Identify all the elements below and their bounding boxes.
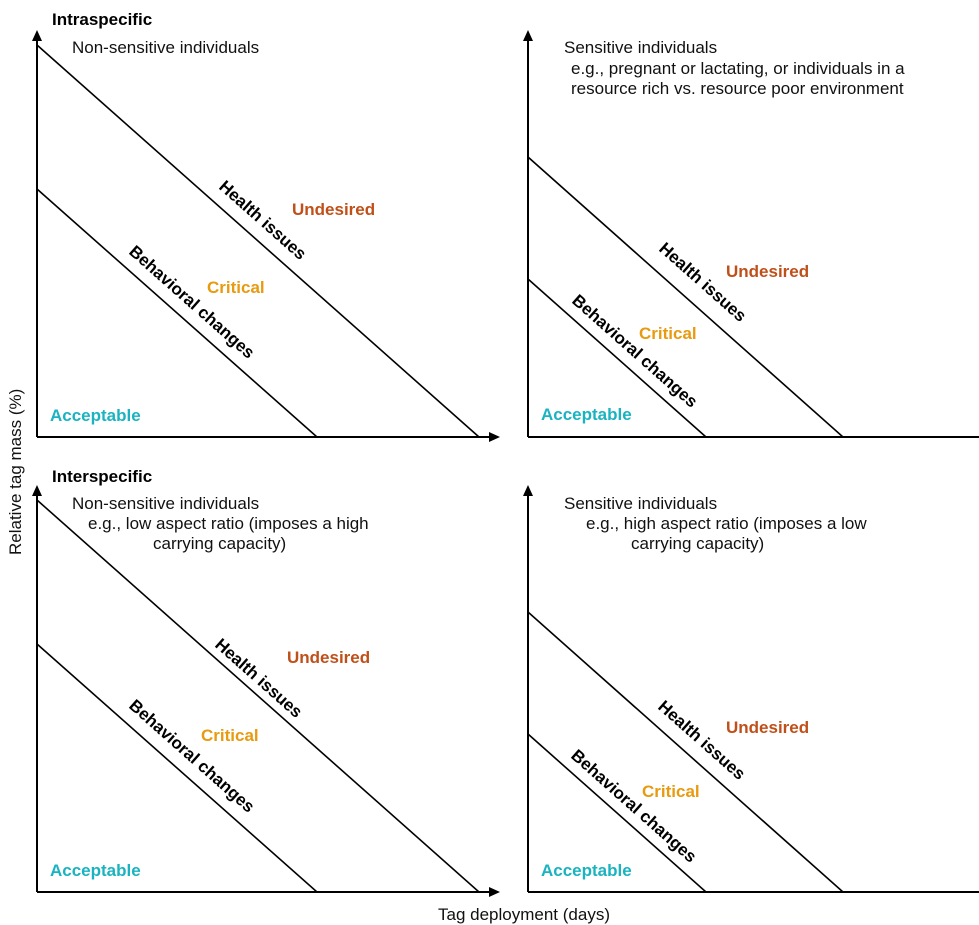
y-axis-arrowhead (32, 30, 42, 41)
y-axis-arrowhead (523, 485, 533, 496)
y-axis-arrowhead (32, 485, 42, 496)
panel-inter-sensitive: Sensitive individuals e.g., high aspect … (523, 485, 979, 893)
acceptable-label: Acceptable (50, 861, 141, 880)
section-interspecific-label: Interspecific (52, 467, 152, 486)
panel-description-line-1: e.g., low aspect ratio (imposes a high (88, 514, 369, 533)
undesired-label: Undesired (726, 718, 809, 737)
panel-inter-non-sensitive: Non-sensitive individuals e.g., low aspe… (32, 485, 500, 897)
panel-description-line-2: resource rich vs. resource poor environm… (571, 79, 904, 98)
panel-intra-sensitive: Sensitive individuals e.g., pregnant or … (523, 30, 979, 438)
behavior-threshold-line (527, 733, 707, 893)
y-axis-arrowhead (523, 30, 533, 41)
critical-label: Critical (201, 726, 259, 745)
acceptable-label: Acceptable (541, 861, 632, 880)
behavior-threshold-line (36, 643, 318, 893)
behavioral-changes-label: Behavioral changes (125, 696, 258, 817)
panel-description-line-2: carrying capacity) (631, 534, 764, 553)
health-issues-label: Health issues (654, 697, 749, 784)
undesired-label: Undesired (287, 648, 370, 667)
x-axis-arrowhead (489, 432, 500, 442)
health-threshold-line (527, 611, 844, 893)
behavioral-changes-label: Behavioral changes (567, 746, 700, 867)
panel-title: Non-sensitive individuals (72, 38, 259, 57)
panel-intra-non-sensitive: Non-sensitive individuals Health issues … (32, 30, 500, 442)
panel-description-line-2: carrying capacity) (153, 534, 286, 553)
panel-description-line-1: e.g., high aspect ratio (imposes a low (586, 514, 867, 533)
section-intraspecific-label: Intraspecific (52, 10, 152, 29)
panel-title: Non-sensitive individuals (72, 494, 259, 513)
critical-label: Critical (639, 324, 697, 343)
critical-label: Critical (642, 782, 700, 801)
y-axis-label: Relative tag mass (%) (6, 389, 25, 555)
x-axis-arrowhead (489, 887, 500, 897)
panel-title: Sensitive individuals (564, 38, 717, 57)
acceptable-label: Acceptable (50, 406, 141, 425)
critical-label: Critical (207, 278, 265, 297)
health-threshold-line (36, 44, 480, 438)
panel-title: Sensitive individuals (564, 494, 717, 513)
health-threshold-line (527, 156, 844, 438)
undesired-label: Undesired (726, 262, 809, 281)
health-threshold-line (36, 499, 480, 893)
behavior-threshold-line (527, 278, 707, 438)
behavior-threshold-line (36, 188, 318, 438)
panel-description-line-1: e.g., pregnant or lactating, or individu… (571, 59, 905, 78)
behavioral-changes-label: Behavioral changes (125, 242, 258, 363)
x-axis-label: Tag deployment (days) (438, 905, 610, 924)
undesired-label: Undesired (292, 200, 375, 219)
health-issues-label: Health issues (215, 177, 310, 264)
behavioral-changes-label: Behavioral changes (568, 291, 701, 412)
acceptable-label: Acceptable (541, 405, 632, 424)
